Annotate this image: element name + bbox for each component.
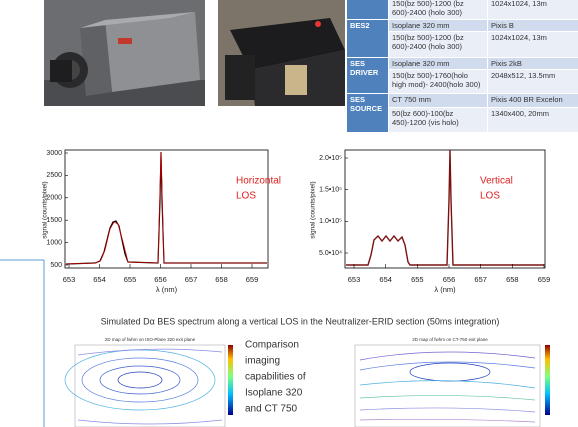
comparison-text: Comparison bbox=[245, 340, 299, 351]
x-tick-label: 657 bbox=[185, 275, 198, 284]
y-tick-label: 2.0•10⁵ bbox=[319, 155, 342, 162]
y-tick-label: 2000 bbox=[46, 195, 62, 202]
x-tick-label: 656 bbox=[154, 275, 167, 284]
plot-frame bbox=[344, 149, 546, 269]
y-tick-label: 1.0•10⁵ bbox=[319, 218, 342, 225]
map-contours bbox=[359, 351, 536, 423]
y-tick-label: 500 bbox=[50, 262, 62, 269]
table-cell: Pixis 400 BR Excelon bbox=[488, 94, 578, 107]
table-cell: 150(bz 500)-1200 (bz 600)-2400 (holo 300… bbox=[389, 0, 487, 19]
annotation: Horizontal bbox=[236, 176, 281, 187]
annotation: Vertical bbox=[480, 176, 513, 187]
table-cell: 150(bz 500)-1760(holo high mod)- 2400(ho… bbox=[389, 70, 487, 93]
comparison-text: imaging bbox=[245, 356, 280, 367]
caption: Simulated Dα BES spectrum along a vertic… bbox=[101, 316, 500, 326]
x-tick-label: 654 bbox=[93, 275, 106, 284]
comparison-text: Isoplane 320 bbox=[245, 388, 303, 399]
map-contours bbox=[64, 348, 223, 425]
y-tick-label: 1500 bbox=[46, 217, 62, 224]
table-cell: Isoplane 320 mm bbox=[389, 20, 487, 31]
x-tick-label: 658 bbox=[215, 275, 228, 284]
spectrum-vertical bbox=[346, 149, 544, 266]
x-tick-label: 654 bbox=[379, 275, 392, 284]
y-tick-label: 5.0•10⁴ bbox=[319, 250, 342, 257]
map-title: 2D map of fwhm on CT-750 exit plane bbox=[412, 337, 488, 342]
y-tick-label: 3000 bbox=[46, 150, 62, 157]
annotation: LOS bbox=[480, 191, 500, 202]
table-cell: Isoplane 320 mm bbox=[389, 58, 487, 69]
colorbar bbox=[545, 345, 550, 415]
comparison-text: capabilities of bbox=[245, 372, 306, 383]
x-tick-label: 655 bbox=[124, 275, 137, 284]
y-axis-label: signal (counts/pixel) bbox=[310, 181, 317, 238]
photo-instrument bbox=[44, 0, 205, 106]
x-axis-label: λ (nm) bbox=[156, 285, 178, 294]
map-frame bbox=[74, 344, 226, 427]
comparison-text: and CT 750 bbox=[245, 404, 298, 415]
spectrum-horizontal-fit bbox=[65, 151, 267, 265]
y-axis-label: signal (counts/pixel) bbox=[42, 181, 49, 238]
x-tick-label: 655 bbox=[411, 275, 424, 284]
plot-frame bbox=[64, 149, 269, 269]
table-cell: 1024x1024, 13m bbox=[488, 32, 578, 57]
x-tick-label: 659 bbox=[538, 275, 551, 284]
y-tick-label: 1.5•10⁵ bbox=[319, 187, 342, 194]
x-axis-label: λ (nm) bbox=[434, 285, 456, 294]
x-tick-label: 658 bbox=[506, 275, 519, 284]
table-cell: BES2 bbox=[347, 20, 388, 57]
colorbar bbox=[228, 345, 233, 415]
spectrum-horizontal bbox=[65, 151, 267, 265]
table-cell: CT 750 mm bbox=[389, 94, 487, 107]
table-cell: 1340x400, 20mm bbox=[488, 108, 578, 132]
map-frame bbox=[354, 344, 541, 427]
x-tick-label: 656 bbox=[443, 275, 456, 284]
table-cell: SES SOURCE bbox=[347, 94, 388, 132]
x-tick-label: 659 bbox=[246, 275, 259, 284]
x-tick-label: 657 bbox=[474, 275, 487, 284]
table-cell: 2048x512, 13.5mm bbox=[488, 70, 578, 93]
y-tick-label: 1000 bbox=[46, 239, 62, 246]
table-cell bbox=[347, 0, 388, 19]
y-tick-label: 2500 bbox=[46, 172, 62, 179]
photo-spectrometer bbox=[218, 0, 345, 106]
x-tick-label: 653 bbox=[348, 275, 361, 284]
x-tick-label: 653 bbox=[63, 275, 76, 284]
table-cell: Pixis B bbox=[488, 20, 578, 31]
table-cell: 50(bz 600)-100(bz 450)-1200 (vis holo) bbox=[389, 108, 487, 132]
map-title: 2D map of fwhm on ISO-Plane 320 exit pla… bbox=[105, 337, 196, 342]
table-cell: 150(bz 500)-1200 (bz 600)-2400 (holo 300… bbox=[389, 32, 487, 57]
table-cell: SES DRIVER bbox=[347, 58, 388, 93]
table-cell: 1024x1024, 13m bbox=[488, 0, 578, 19]
table-cell: Pixis 2kB bbox=[488, 58, 578, 69]
annotation: LOS bbox=[236, 191, 256, 202]
